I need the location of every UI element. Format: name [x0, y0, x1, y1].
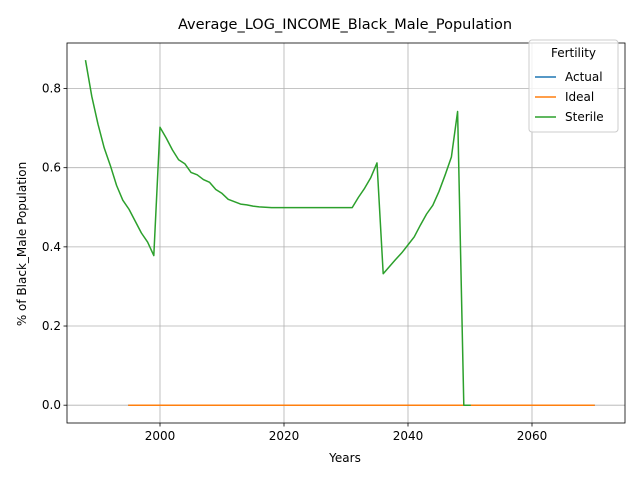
axis-ticks: 2000 2020 2040 2060 0.0 0.2 0.4 0.6 0.8 — [42, 82, 547, 443]
legend-label-sterile: Sterile — [565, 110, 604, 124]
x-axis-label: Years — [328, 451, 361, 465]
y-tick-label: 0.8 — [42, 82, 61, 96]
legend-title: Fertility — [551, 46, 596, 60]
x-tick-label: 2000 — [145, 429, 176, 443]
legend-label-ideal: Ideal — [565, 90, 594, 104]
legend: Fertility Actual Ideal Sterile — [528, 39, 619, 133]
y-tick-label: 0.2 — [42, 319, 61, 333]
y-tick-label: 0.6 — [42, 161, 61, 175]
plot-frame — [66, 42, 626, 424]
chart-title: Average_LOG_INCOME_Black_Male_Population — [178, 17, 512, 33]
y-tick-label: 0.4 — [42, 240, 61, 254]
x-tick-label: 2020 — [269, 429, 300, 443]
y-tick-label: 0.0 — [42, 398, 61, 412]
legend-label-actual: Actual — [565, 70, 603, 84]
y-axis-label: % of Black_Male Population — [15, 162, 29, 326]
legend-box — [528, 39, 619, 133]
series-line-sterile — [84, 59, 471, 406]
x-tick-label: 2060 — [517, 429, 548, 443]
legend-items: Actual Ideal Sterile — [535, 70, 604, 124]
x-tick-label: 2040 — [393, 429, 424, 443]
series-lines — [84, 59, 595, 406]
